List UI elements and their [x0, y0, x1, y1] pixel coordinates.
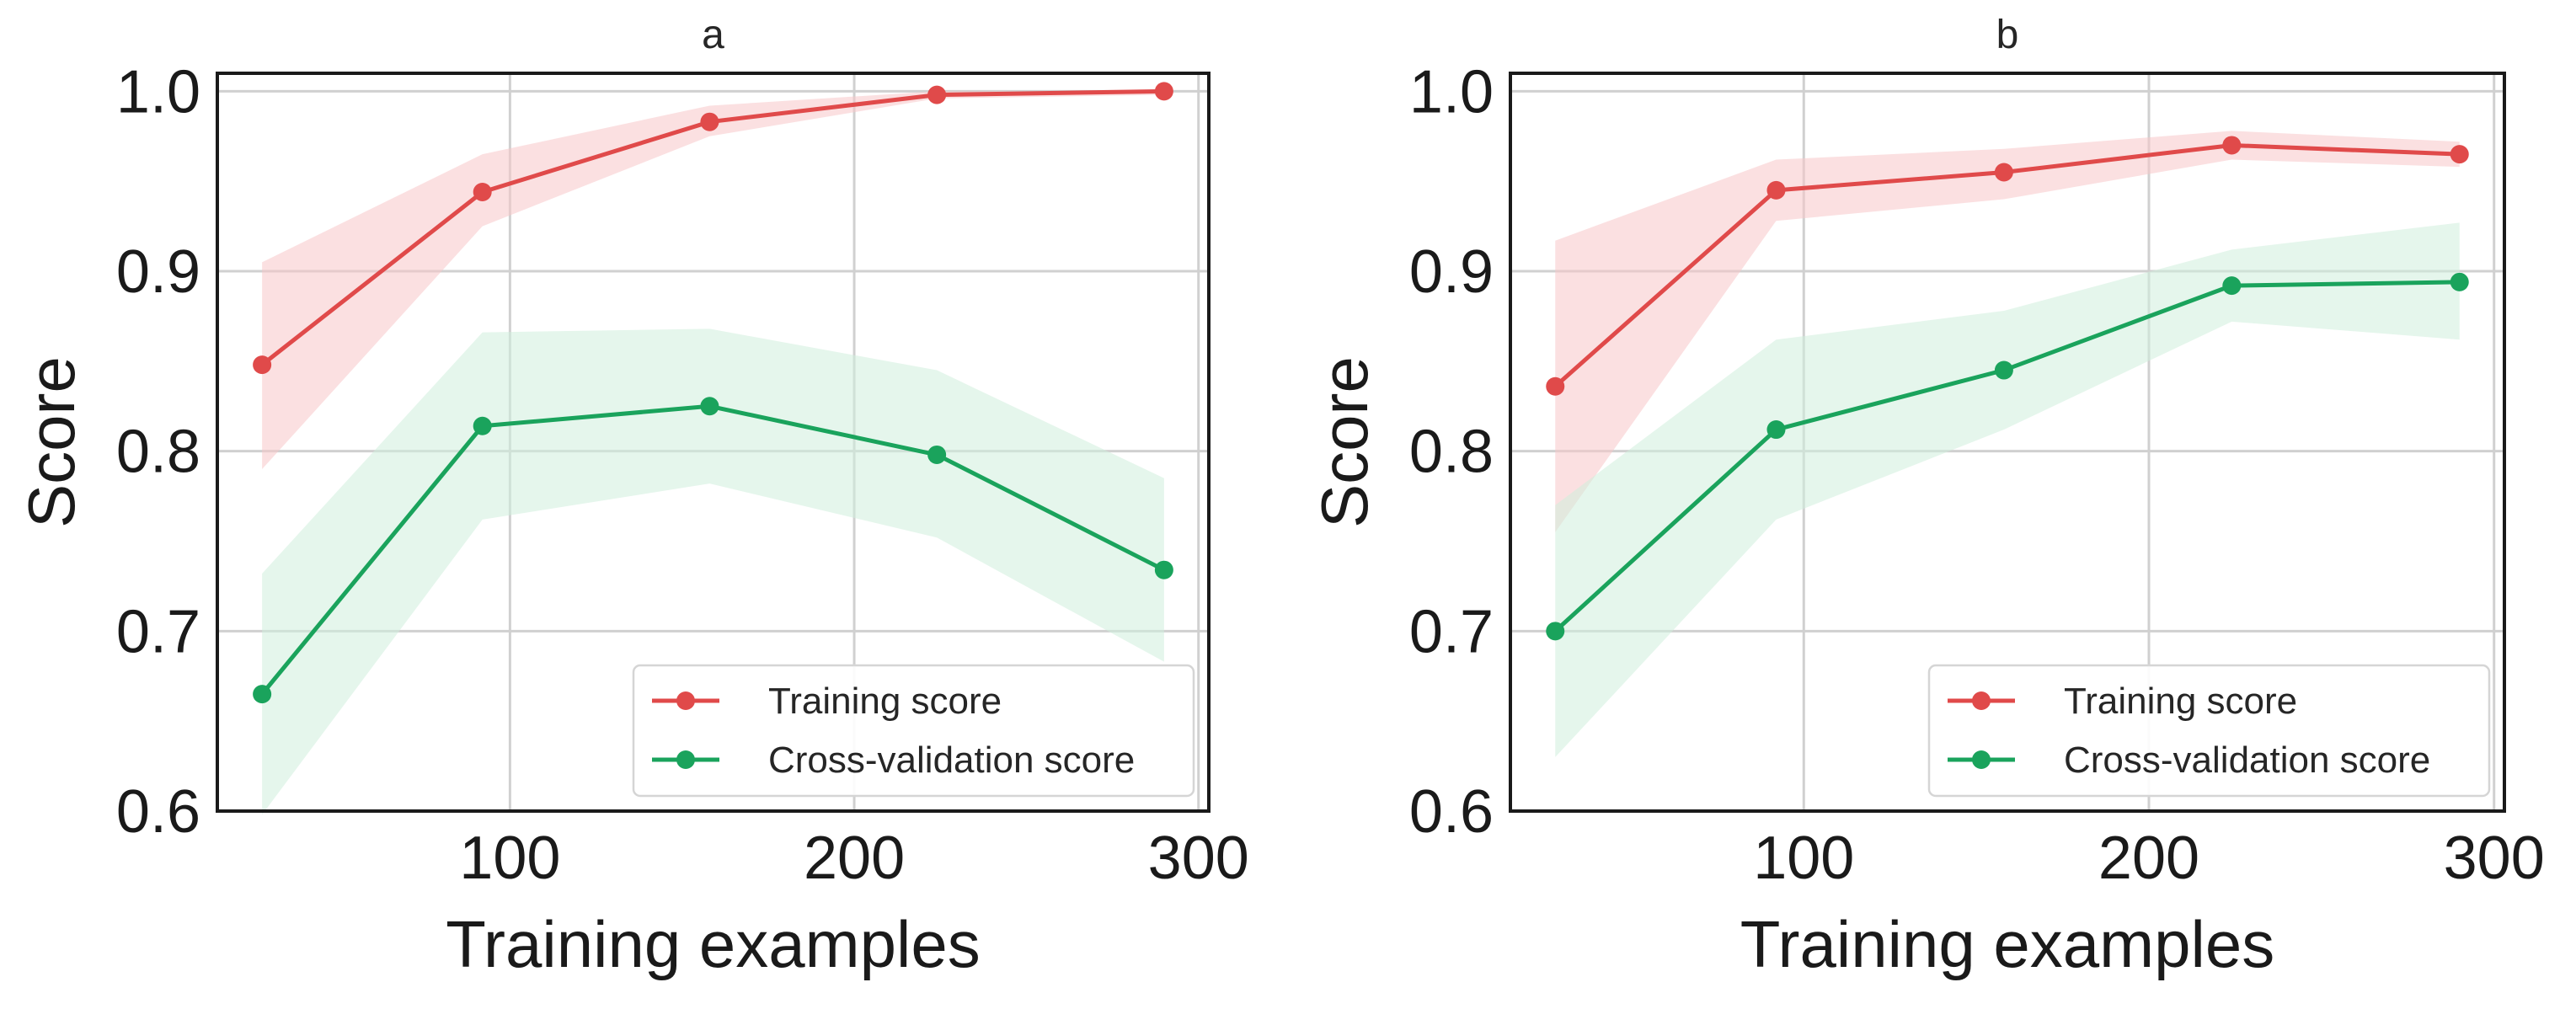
training-score-point	[1994, 163, 2013, 182]
training-score-point	[2222, 136, 2242, 155]
training-score-point	[1766, 180, 1786, 200]
cv-score-point	[700, 397, 719, 416]
axes-frame	[1509, 72, 2506, 813]
x-tick-label: 200	[2098, 825, 2199, 892]
x-tick-label: 100	[459, 825, 560, 892]
cv-score-band	[1555, 222, 2460, 757]
legend-training-label: Training score	[2064, 681, 2297, 722]
y-tick-label: 0.7	[1409, 598, 1494, 665]
legend: Training score Cross-validation score	[1927, 664, 2491, 798]
cv-score-point	[253, 685, 272, 704]
y-tick-label: 1.0	[116, 58, 200, 125]
legend-cv-marker	[1972, 750, 1991, 769]
training-score-point	[700, 112, 719, 131]
x-axis-label: Training examples	[446, 907, 980, 981]
cv-score-point	[1994, 360, 2013, 380]
legend-cv-label: Cross-validation score	[768, 739, 1135, 781]
y-tick-label: 1.0	[1409, 58, 1494, 125]
cv-score-point	[1766, 420, 1786, 440]
cv-score-point	[2222, 276, 2242, 296]
y-axis-label: Score	[14, 356, 88, 528]
x-axis-label: Training examples	[1740, 907, 2274, 981]
legend-training-marker	[676, 691, 695, 710]
legend: Training score Cross-validation score	[632, 664, 1195, 798]
chart-title: b	[1996, 13, 2019, 57]
y-tick-label: 0.9	[116, 238, 200, 306]
training-score-point	[1546, 376, 1565, 396]
axes-frame	[216, 72, 1211, 813]
chart-panel-a: 0.6 0.7 0.8 0.9 1.0 100 200 300 a Training exampl…	[14, 13, 1249, 981]
x-tick-label: 300	[2444, 825, 2545, 892]
x-tick-label: 300	[1148, 825, 1249, 892]
x-tick-label: 200	[804, 825, 905, 892]
legend-cv-marker	[676, 750, 695, 769]
training-score-point	[2450, 145, 2469, 164]
cv-score-point	[2450, 272, 2469, 291]
y-tick-label: 0.6	[1409, 778, 1494, 846]
cv-score-point	[1154, 560, 1173, 579]
legend-training-label: Training score	[768, 681, 1002, 722]
y-tick-label: 0.6	[116, 778, 200, 846]
cv-score-point	[1546, 622, 1565, 641]
training-score-point	[473, 183, 492, 202]
x-tick-label: 100	[1753, 825, 1854, 892]
legend-training-marker	[1972, 691, 1991, 710]
chart-title: a	[702, 13, 724, 57]
y-tick-label: 0.8	[1409, 419, 1494, 486]
training-score-point	[927, 85, 947, 104]
y-tick-label: 0.9	[1409, 238, 1494, 306]
y-tick-label: 0.7	[116, 598, 200, 665]
legend-cv-label: Cross-validation score	[2064, 739, 2430, 781]
chart-panel-b: 0.6 0.7 0.8 0.9 1.0 100 200 300 b Training exampl…	[1307, 13, 2545, 981]
y-tick-label: 0.8	[116, 419, 200, 486]
y-axis-label: Score	[1307, 356, 1382, 528]
legend-box	[632, 664, 1195, 798]
cv-score-point	[927, 445, 947, 464]
training-score-point	[1154, 82, 1173, 101]
legend-box	[1927, 664, 2491, 798]
cv-score-point	[473, 416, 492, 435]
training-score-point	[253, 355, 272, 375]
